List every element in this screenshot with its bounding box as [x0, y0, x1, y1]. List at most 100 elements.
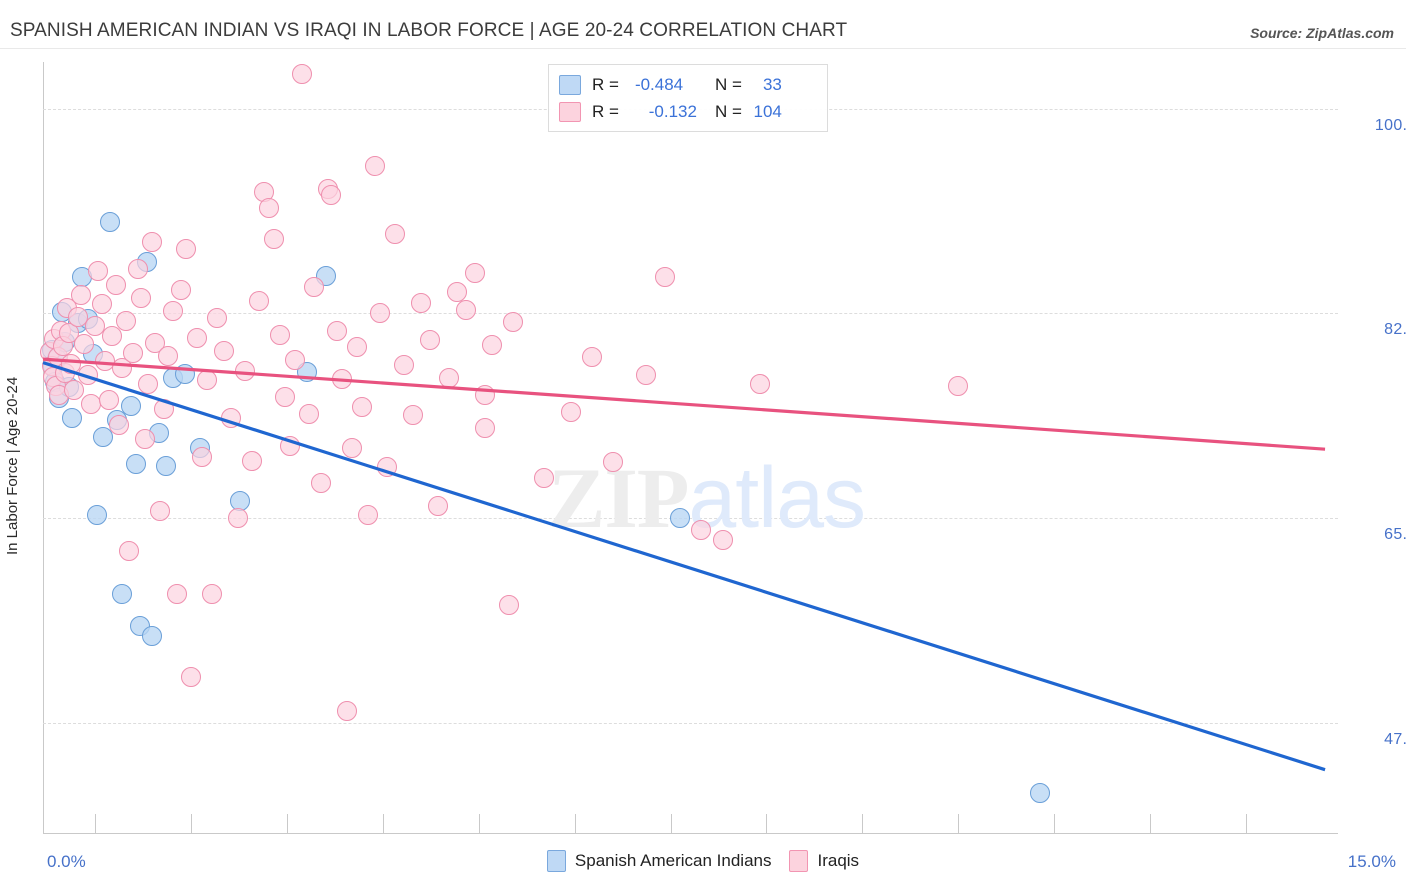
scatter-point[interactable] [582, 346, 603, 367]
y-axis-title: In Labor Force | Age 20-24 [4, 376, 21, 555]
scatter-point[interactable] [122, 343, 143, 364]
scatter-point[interactable] [214, 340, 235, 361]
scatter-point[interactable] [561, 401, 582, 422]
trend-line-iraqis [42, 357, 1326, 451]
scatter-point[interactable] [141, 626, 162, 647]
scatter-point[interactable] [419, 330, 440, 351]
scatter-point[interactable] [207, 308, 228, 329]
scatter-point[interactable] [347, 337, 368, 358]
scatter-point[interactable] [393, 354, 414, 375]
scatter-point[interactable] [115, 310, 136, 331]
stats-n-label-blue: N = [714, 74, 742, 94]
scatter-point[interactable] [186, 328, 207, 349]
scatter-point[interactable] [241, 450, 262, 471]
scatter-point[interactable] [285, 350, 306, 371]
gridline-82.5% [43, 313, 1338, 315]
scatter-point[interactable] [100, 212, 121, 233]
scatter-point[interactable] [149, 501, 170, 522]
scatter-point[interactable] [91, 294, 112, 315]
scatter-point[interactable] [326, 321, 347, 342]
scatter-point[interactable] [108, 414, 129, 435]
scatter-point[interactable] [155, 455, 176, 476]
scatter-point[interactable] [269, 324, 290, 345]
scatter-point[interactable] [176, 239, 197, 260]
scatter-point[interactable] [292, 63, 312, 84]
scatter-point[interactable] [298, 404, 319, 425]
legend-item-iraqis[interactable]: Iraqis [789, 850, 859, 872]
scatter-point[interactable] [88, 261, 109, 282]
legend-swatch-iraqis [789, 850, 809, 872]
scatter-point[interactable] [106, 275, 127, 296]
scatter-point[interactable] [948, 376, 969, 396]
scatter-point[interactable] [181, 667, 202, 688]
scatter-point[interactable] [336, 701, 357, 722]
scatter-point[interactable] [259, 198, 280, 219]
scatter-point[interactable] [235, 360, 256, 381]
scatter-point[interactable] [67, 306, 88, 327]
scatter-point[interactable] [502, 311, 523, 332]
scatter-point[interactable] [62, 407, 83, 428]
scatter-point[interactable] [475, 418, 496, 439]
scatter-point[interactable] [654, 267, 675, 288]
scatter-point[interactable] [352, 397, 373, 418]
scatter-point[interactable] [112, 584, 133, 605]
scatter-point[interactable] [119, 540, 140, 561]
scatter-point[interactable] [310, 473, 331, 494]
scatter-point[interactable] [602, 452, 623, 473]
stats-n-value-pink: 104 [753, 101, 782, 121]
scatter-point[interactable] [402, 405, 423, 426]
scatter-point[interactable] [127, 259, 148, 280]
scatter-point[interactable] [248, 290, 269, 311]
scatter-point[interactable] [126, 454, 147, 475]
scatter-point[interactable] [411, 292, 432, 313]
scatter-point[interactable] [1030, 783, 1051, 804]
scatter-point[interactable] [464, 262, 485, 283]
scatter-point[interactable] [369, 303, 390, 324]
scatter-point[interactable] [70, 284, 91, 305]
scatter-point[interactable] [749, 373, 770, 394]
scatter-point[interactable] [134, 428, 155, 449]
scatter-point[interactable] [499, 594, 520, 615]
scatter-point[interactable] [84, 316, 105, 337]
scatter-point[interactable] [274, 386, 295, 407]
plot-area: 100.0%82.5%65.0%47.5% ZIPatlas [39, 62, 1406, 834]
scatter-point[interactable] [58, 323, 79, 344]
scatter-point[interactable] [131, 288, 152, 309]
scatter-point[interactable] [342, 438, 363, 458]
scatter-point[interactable] [533, 468, 554, 489]
scatter-point[interactable] [357, 504, 378, 525]
scatter-point[interactable] [171, 280, 192, 301]
scatter-point[interactable] [162, 301, 183, 322]
legend-item-spanish-american-indians[interactable]: Spanish American Indians [546, 850, 772, 872]
scatter-point[interactable] [121, 395, 142, 416]
scatter-point[interactable] [481, 335, 502, 356]
scatter-point[interactable] [428, 496, 449, 517]
scatter-point[interactable] [166, 584, 187, 605]
scatter-point[interactable] [690, 519, 711, 540]
scatter-point[interactable] [191, 447, 212, 468]
scatter-point[interactable] [202, 584, 223, 605]
scatter-point[interactable] [102, 325, 123, 346]
correlation-stats-box: R = -0.484 N = 33 R = -0.132 N = 104 [548, 64, 828, 132]
scatter-point[interactable] [158, 345, 179, 366]
legend-label-spanish-american-indians: Spanish American Indians [574, 851, 772, 870]
scatter-point[interactable] [74, 333, 95, 354]
scatter-point[interactable] [447, 282, 468, 303]
scatter-point[interactable] [713, 530, 734, 551]
scatter-point[interactable] [304, 276, 325, 297]
scatter-point[interactable] [364, 156, 385, 177]
scatter-point[interactable] [385, 223, 406, 244]
stats-swatch-spanish-american-indians [559, 74, 581, 95]
scatter-point[interactable] [228, 508, 249, 529]
scatter-point[interactable] [93, 427, 114, 448]
scatter-point[interactable] [141, 232, 162, 253]
scatter-point[interactable] [670, 508, 691, 529]
scatter-point[interactable] [64, 379, 85, 400]
scatter-point[interactable] [456, 299, 477, 320]
scatter-point[interactable] [321, 185, 342, 206]
scatter-point[interactable] [86, 504, 107, 525]
scatter-point[interactable] [264, 228, 285, 249]
scatter-point[interactable] [635, 365, 656, 386]
scatter-point[interactable] [138, 373, 159, 394]
scatter-point[interactable] [98, 390, 119, 411]
